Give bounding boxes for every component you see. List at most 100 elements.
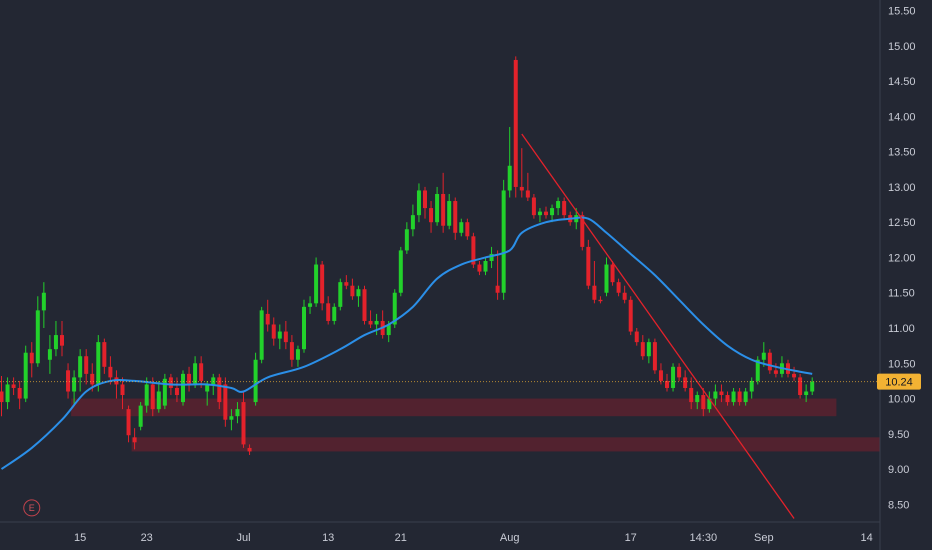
candle-body [211,377,216,385]
candle-body [283,331,288,343]
candle [628,296,633,336]
candle-body [719,391,724,396]
y-tick-label: 14.00 [888,111,916,123]
candle-body [120,384,125,396]
candle [193,356,198,388]
candle [677,363,682,381]
candle-body [253,359,258,403]
candle [544,206,548,219]
candle-body [277,331,282,339]
candle-body [362,289,367,321]
candle [471,232,476,269]
candle-body [308,303,313,307]
candle [326,296,331,325]
candle [265,299,270,332]
y-tick-label: 8.50 [888,499,909,511]
candle [241,391,246,448]
y-tick-label: 12.00 [888,252,916,264]
candle [707,391,712,413]
candle-body [423,190,427,209]
candle-body [477,264,482,272]
candle [610,261,615,286]
candle [640,335,645,360]
candle-body [168,377,173,388]
candle-body [223,384,228,420]
candle-body [761,352,766,360]
candle [658,363,663,385]
candle [60,320,64,357]
candle-body [792,373,797,378]
candle [592,261,597,304]
candle [72,370,77,406]
candle-body [247,447,252,452]
candle-body [338,282,343,307]
candle-body [5,384,10,403]
candle [338,278,343,311]
candle-body [181,373,185,403]
candle [47,335,52,374]
x-tick-label: Jul [236,532,250,544]
candle [749,377,754,399]
trendline-layer[interactable] [521,133,795,519]
candle [350,278,355,300]
candle [792,366,797,381]
candle-body [749,380,754,392]
candle [459,218,464,237]
candle [295,345,300,367]
candle-body [652,342,657,371]
candle-body [17,387,22,399]
candle [35,296,40,367]
candle [767,349,772,374]
event-badge-circle[interactable] [23,499,41,517]
event-badge-layer[interactable]: E [23,499,41,517]
candle [217,373,222,410]
candle [108,356,113,385]
candle-body [731,391,736,403]
candle-body [465,222,470,237]
candle-body [29,352,34,364]
candle-body [302,306,306,350]
candle-body [102,342,107,367]
candle-body [459,222,464,233]
candle [374,313,379,336]
candle [804,384,809,403]
candle-body [544,211,548,216]
candle [646,338,651,364]
candle [308,296,313,314]
candle-body [162,378,167,406]
candle [247,444,252,455]
candle [683,370,688,392]
candle [695,391,700,410]
candle-body [374,320,379,325]
candle-body [701,395,706,410]
candle [17,380,22,410]
candle-body [616,282,621,293]
trendline[interactable] [521,133,795,519]
x-tick-label: 13 [322,532,334,544]
candle [453,197,458,240]
price-tag-label: 10.24 [885,377,913,389]
candle [356,285,361,307]
event-badge-label: E [29,503,35,513]
candle [713,384,718,406]
candle [537,208,542,223]
candle [126,405,131,443]
candle-body [562,201,567,216]
candle-body [598,299,603,302]
candle-body [513,59,518,187]
y-tick-label: 15.00 [888,41,916,53]
candle-body [483,261,488,272]
candle-body [755,359,760,381]
candle-body [132,437,137,443]
candle-body [441,193,446,226]
candle-body [90,373,95,385]
candle [144,377,149,413]
y-tick-label: 13.50 [888,147,916,159]
candle-body [386,324,391,336]
candle-body [447,201,452,226]
candle [368,310,373,329]
candle-body [804,391,809,396]
